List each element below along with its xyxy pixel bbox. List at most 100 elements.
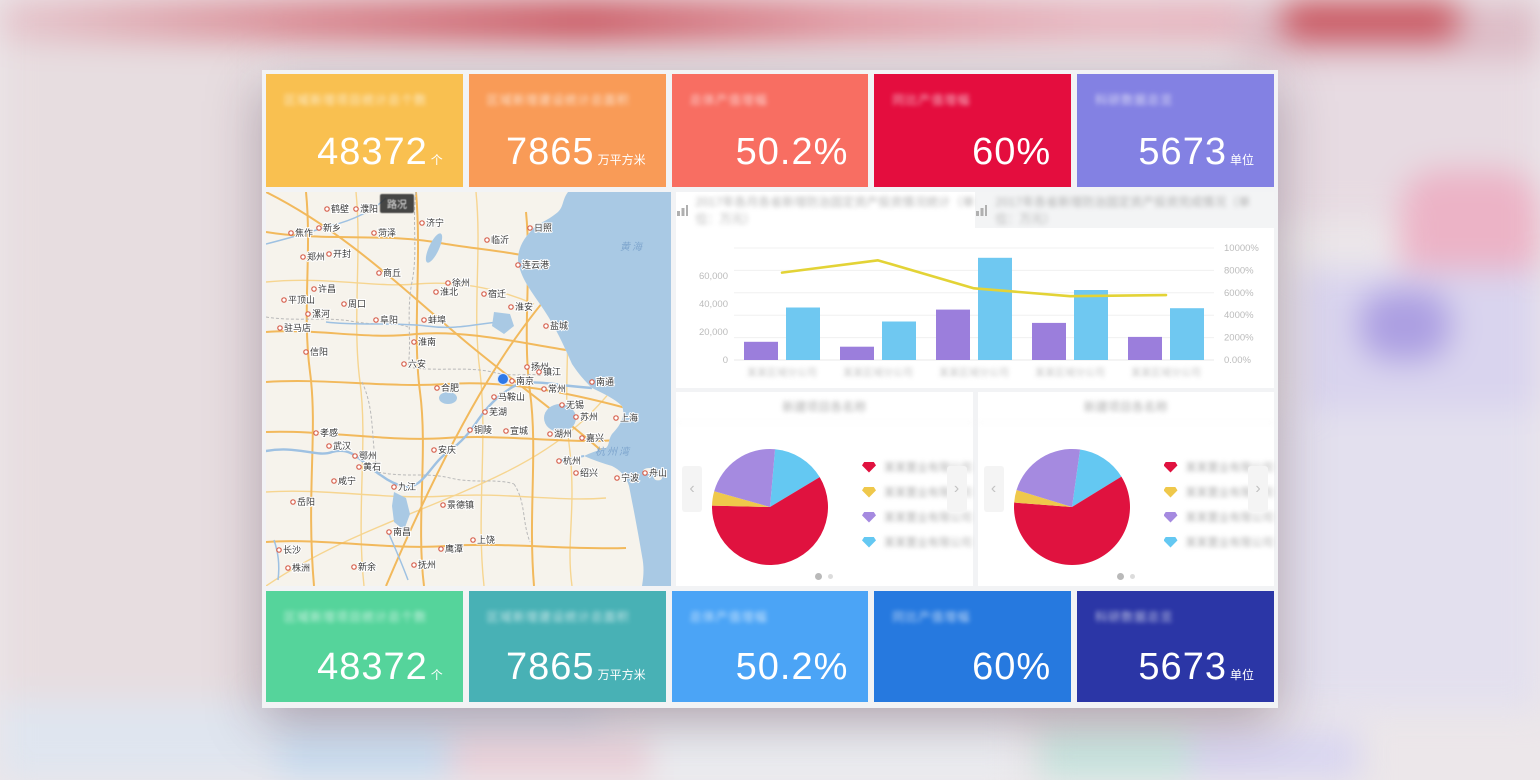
city-dot (331, 478, 337, 484)
city-label: 舟山 (649, 467, 667, 478)
sea-label: 黄海 (620, 241, 644, 253)
city-dot (579, 435, 585, 441)
city-label: 平顶山 (288, 295, 315, 305)
pie-slice (714, 448, 776, 507)
traffic-toggle-button[interactable]: 路况 (380, 194, 414, 213)
city-dot (352, 453, 358, 459)
city-label: 九江 (398, 482, 416, 492)
legend-item[interactable]: 某某置业有限公司 (1163, 534, 1274, 550)
city-dot (386, 529, 392, 535)
stat-value-number: 48372 (317, 131, 428, 173)
city-label: 商丘 (383, 267, 401, 278)
legend-item[interactable]: 某某置业有限公司 (862, 509, 972, 525)
city-dot (288, 230, 294, 236)
pie-slice (1013, 489, 1072, 507)
stat-value-unit: 单位 (1229, 153, 1254, 167)
city-label: 宿迁 (488, 288, 506, 299)
carousel-dot[interactable] (1129, 574, 1135, 579)
stat-card: 区域新增建设统计总面积 7865 万平方米 (468, 74, 666, 187)
stat-card-title-redacted: 同比产值增幅 (892, 610, 971, 624)
stat-value-number: 48372 (317, 646, 428, 688)
legend-item[interactable]: 某某置业有限公司 (1163, 509, 1274, 525)
city-dot (527, 225, 533, 231)
city-dot (373, 317, 379, 323)
city-label: 杭州 (563, 455, 581, 466)
chart-tab-label-redacted: 2017年各省新增防治固定资产投资完成情况（单位：万元） (995, 195, 1251, 226)
carousel-prev-button[interactable]: ‹ (983, 466, 1004, 512)
city-label: 芜湖 (489, 406, 507, 417)
city-dot (371, 230, 377, 236)
legend-diamond-icon (862, 486, 876, 498)
city-label: 孝感 (320, 427, 338, 438)
city-dot (559, 402, 565, 408)
chart-tab-1[interactable]: 2017年各月各省新增防治固定资产投资情况统计（单位：万元） (676, 192, 975, 228)
city-dot (316, 225, 322, 231)
city-dot (481, 291, 487, 297)
city-label: 绍兴 (580, 467, 598, 478)
carousel-prev-button[interactable]: ‹ (682, 466, 702, 512)
stat-card-title-redacted: 区域新增项目统计总个数 (284, 93, 428, 107)
svg-text:4000%: 4000% (1224, 310, 1254, 321)
city-dot (642, 470, 648, 476)
city-dot (589, 379, 595, 385)
stat-card: 同比产值增幅 60% (874, 74, 1072, 187)
city-dot (433, 289, 439, 295)
city-label: 济宁 (426, 217, 444, 228)
city-label: 菏泽 (378, 228, 396, 238)
city-dot (305, 311, 311, 317)
dashboard-panel: 区域新增项目统计总个数 48372 个区域新增建设统计总面积 7865 万平方米 总体产值… (262, 70, 1278, 708)
city-label: 蚌埠 (428, 314, 446, 325)
stat-card: 区域新增项目统计总个数 48372 个 (266, 74, 463, 187)
stat-card-value: 5673 单位 (1138, 646, 1254, 689)
carousel-next-button[interactable]: › (1248, 466, 1268, 512)
carousel-next-button[interactable]: › (946, 466, 967, 512)
city-label: 盐城 (550, 320, 568, 331)
bar-chart-panel: 2017年各月各省新增防治固定资产投资情况统计（单位：万元） 2017年各省新增防… (676, 192, 1274, 388)
city-dot (508, 304, 514, 310)
city-dot (353, 206, 359, 212)
chart-tabs: 2017年各月各省新增防治固定资产投资情况统计（单位：万元） 2017年各省新增防… (676, 192, 1274, 228)
city-dot (613, 415, 619, 421)
stat-card-value: 48372 个 (317, 646, 443, 689)
city-label: 南通 (596, 376, 614, 387)
city-label: 长沙 (283, 544, 301, 555)
map-panel[interactable]: 黄海 杭州湾 鹤壁 濮阳 菏泽 济宁 临沂 日照 新乡 焦作 郑州 开封 商丘 徐州 淮北 连云港 宿迁 淮安盐… (266, 192, 671, 586)
city-dot (351, 564, 357, 570)
city-label: 嘉兴 (586, 432, 604, 443)
map-location-marker[interactable] (497, 373, 509, 385)
city-dot (303, 349, 309, 355)
bar-series (744, 257, 1204, 360)
carousel-dot[interactable] (1116, 573, 1124, 580)
stat-value-number: 7865 (506, 131, 595, 173)
city-dot (556, 458, 562, 464)
stat-card: 总体产值增幅 50.2% (671, 74, 869, 187)
bar-purple (1032, 322, 1066, 360)
pie-slice (1013, 476, 1130, 565)
city-label: 铜陵 (474, 424, 492, 435)
chart-tab-2[interactable]: 2017年各省新增防治固定资产投资完成情况（单位：万元） (975, 192, 1274, 228)
city-label: 信阳 (310, 346, 328, 357)
city-label: 上海 (620, 412, 638, 423)
city-dot (419, 220, 425, 226)
city-label: 周口 (348, 299, 366, 309)
city-label: 许昌 (318, 283, 336, 294)
stat-card-value: 60% (972, 646, 1051, 689)
city-label: 无锡 (566, 400, 584, 410)
city-dot (484, 237, 490, 243)
bar-purple (936, 309, 970, 360)
x-axis-label-redacted: 某某区域分公司 (843, 366, 913, 379)
bar-chart-icon (976, 205, 988, 216)
legend-item[interactable]: 某某置业有限公司 (862, 534, 972, 550)
stat-card-value: 48372 个 (317, 131, 443, 174)
stat-card-title-redacted: 同比产值增幅 (892, 93, 971, 107)
carousel-dot[interactable] (815, 573, 823, 580)
city-dot (543, 323, 549, 329)
stat-value-unit: 万平方米 (597, 668, 646, 682)
stat-value-number: 5673 (1138, 131, 1227, 173)
city-label: 合肥 (441, 382, 459, 393)
carousel-dot[interactable] (828, 574, 834, 579)
city-dot (614, 475, 620, 481)
stat-card-title-redacted: 总体产值增幅 (689, 93, 768, 107)
